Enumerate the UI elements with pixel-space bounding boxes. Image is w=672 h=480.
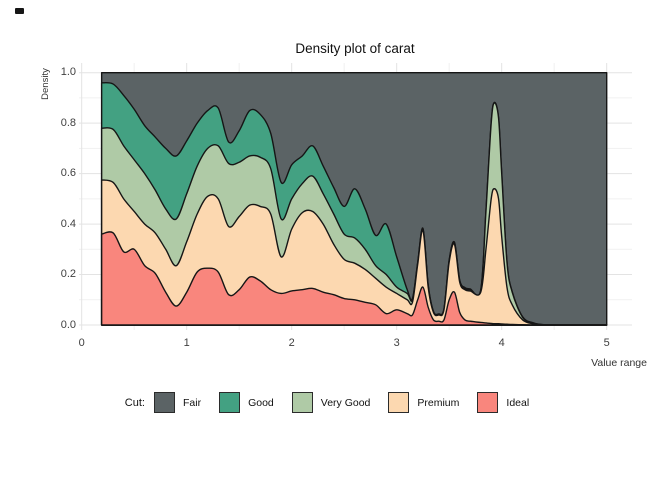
y-tick-label-0.8: 0.8 — [60, 116, 76, 129]
legend: Cut: Fair Good Very Good Premium Ideal — [0, 392, 672, 413]
legend-title: Cut: — [124, 396, 145, 409]
legend-item-ideal: Ideal — [477, 392, 538, 413]
y-tick-label-0.0: 0.0 — [60, 318, 76, 331]
x-axis-title: Value range — [591, 357, 647, 369]
legend-label: Very Good — [320, 396, 371, 409]
x-tick-label-5: 5 — [603, 337, 610, 349]
legend-label: Premium — [417, 396, 460, 409]
y-tick-label-0.2: 0.2 — [60, 268, 76, 281]
legend-label: Fair — [182, 396, 202, 409]
y-tick-label-0.6: 0.6 — [60, 167, 76, 180]
legend-item-fair: Fair — [153, 392, 210, 413]
x-tick-label-4: 4 — [498, 337, 505, 349]
x-tick-label-1: 1 — [183, 337, 190, 349]
x-tick-label-0: 0 — [78, 337, 85, 349]
x-tick-label-3: 3 — [393, 337, 400, 349]
legend-swatch-ideal — [477, 392, 499, 413]
area-premium — [100, 179, 608, 326]
legend-swatch-fair — [153, 392, 175, 413]
legend-item-very-good: Very Good — [291, 392, 380, 413]
x-tick-label-2: 2 — [288, 337, 295, 349]
chart-title: Density plot of carat — [295, 41, 415, 56]
area-ideal — [100, 231, 608, 326]
legend-swatch-good — [219, 392, 241, 413]
y-tick-label-1.0: 1.0 — [60, 66, 76, 79]
y-tick-label-0.4: 0.4 — [60, 217, 76, 230]
legend-label: Good — [248, 396, 274, 409]
legend-item-good: Good — [219, 392, 283, 413]
legend-item-premium: Premium — [388, 392, 468, 413]
legend-label: Ideal — [506, 396, 530, 409]
legend-swatch-very-good — [291, 392, 313, 413]
legend-swatch-premium — [388, 392, 410, 413]
cursor-artifact — [15, 8, 24, 14]
